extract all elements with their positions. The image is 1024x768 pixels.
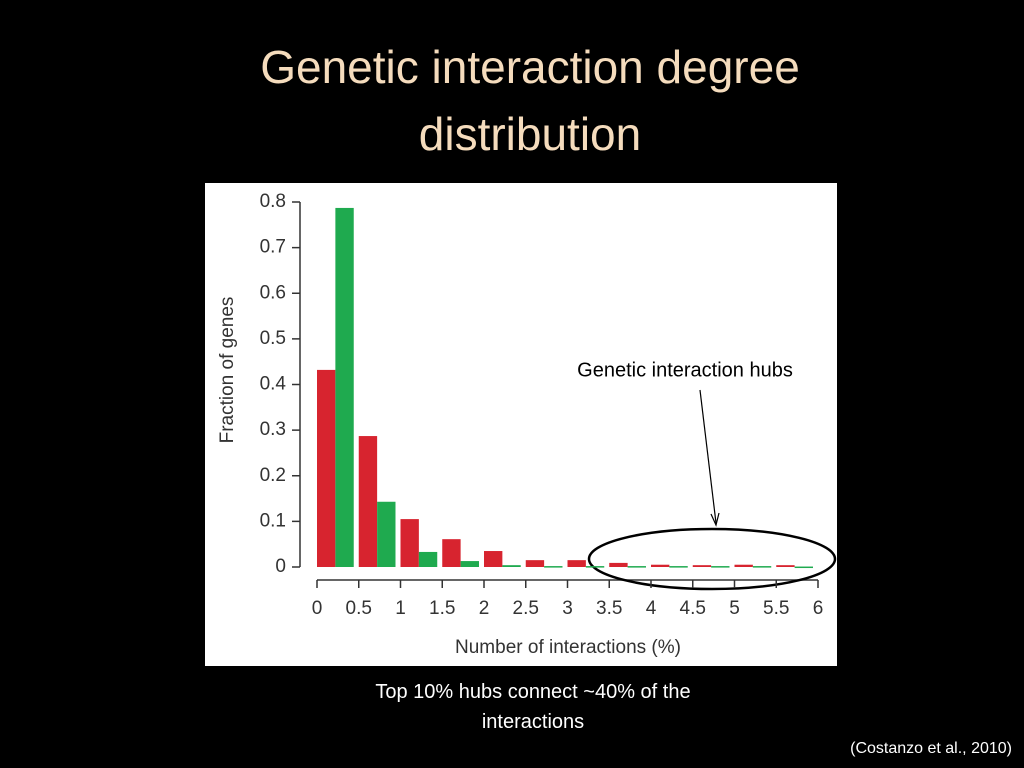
y-tick-label: 0.2 [260,465,286,486]
bar [567,560,586,567]
bar [692,565,712,567]
x-tick-label: 4.5 [680,598,706,619]
x-tick-label: 6 [813,598,824,619]
x-tick-label: 0.5 [346,598,372,619]
bar [609,562,628,567]
x-tick-label: 0 [312,598,323,619]
bar [752,566,772,568]
citation: (Costanzo et al., 2010) [850,740,1012,757]
x-tick-label: 5.5 [763,598,789,619]
x-tick-label: 5 [729,598,740,619]
y-tick-label: 0 [275,556,286,577]
bar [734,564,753,567]
annotation-arrow [699,389,717,524]
x-tick-label: 1 [395,598,406,619]
y-tick-label: 0.1 [260,510,286,531]
x-tick-label: 2 [479,598,490,619]
bar [460,561,479,567]
bar [651,564,670,567]
x-tick-label: 4 [646,598,657,619]
bar [544,566,563,568]
x-tick-label: 1.5 [429,598,455,619]
bar [418,551,438,567]
bar [627,566,646,568]
x-tick-label: 3 [562,598,573,619]
bar [585,566,605,568]
annotation: Genetic interaction hubs [577,359,793,381]
y-tick-label: 0.7 [260,237,286,258]
bar [776,565,795,567]
y-tick-label: 0.6 [260,282,286,303]
y-tick-label: 0.4 [260,374,287,395]
bar [711,566,730,568]
bar [794,566,813,569]
x-tick-label: 3.5 [596,598,622,619]
bar [358,436,378,567]
bar [525,560,545,567]
bar [502,565,521,567]
y-tick-label: 0.8 [260,191,286,212]
y-tick-label: 0.5 [260,328,286,349]
x-tick-label: 2.5 [513,598,539,619]
slide-title: Genetic interaction degree distribution [260,41,800,160]
bar [669,566,688,568]
y-tick-label: 0.3 [260,419,286,440]
bar [335,207,354,567]
bar [317,369,336,567]
bar [442,539,461,567]
bar [400,519,419,567]
bar [484,551,503,567]
bar [377,501,396,567]
caption: Top 10% hubs connect ~40% of the interac… [375,681,691,733]
chart-panel [205,183,837,666]
x-axis-label: Number of interactions (%) [455,637,681,658]
y-axis-label: Fraction of genes [217,297,238,444]
hub-ellipse [587,527,837,591]
arrow-head [710,512,720,527]
